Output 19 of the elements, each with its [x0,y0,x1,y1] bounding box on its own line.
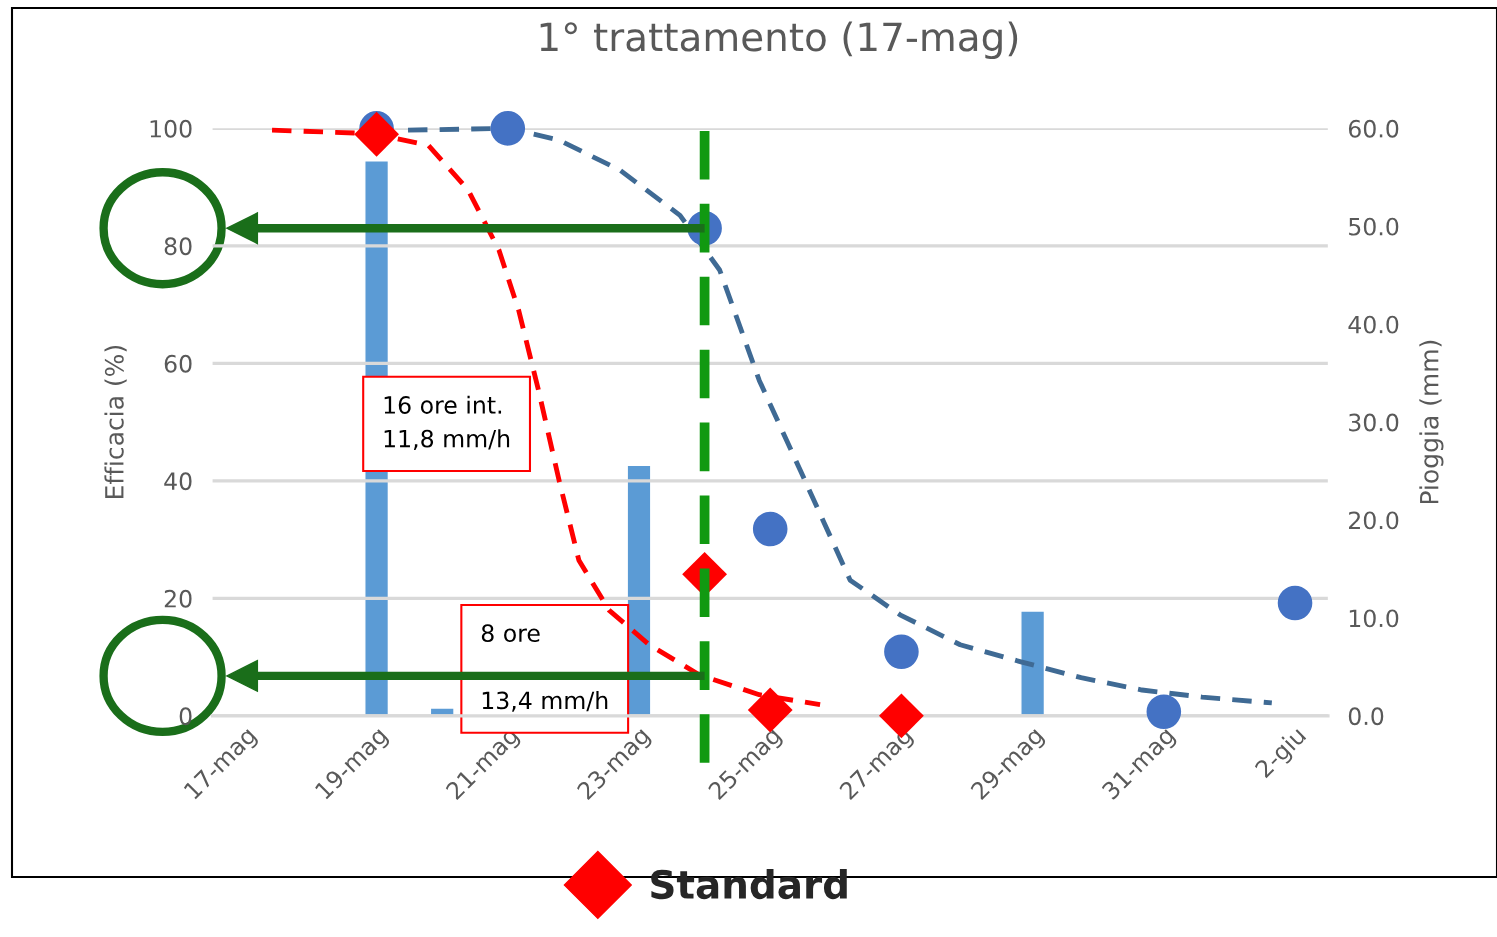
text: 8 ore 13,4 mm/h [481,624,608,712]
y-tick-label: 0 [179,707,192,726]
y2-tick-label: 50.0 [1349,217,1399,236]
y2-tick-label: 60.0 [1348,119,1399,138]
y-tick-label: 80 [164,237,192,256]
annotation: 16 ore int. 11,8 mm/h [384,395,510,450]
y2-axis-title: Pioggia (mm) [1419,340,1444,504]
y-tick-label: 20 [164,589,192,608]
y2-tick-label: 20.0 [1349,511,1399,530]
y-tick-label: 40 [164,472,192,491]
legend-label: Standard [651,869,847,900]
y2-tick-label: 0.0 [1348,707,1384,726]
y2-tick-label: 10.0 [1349,609,1399,628]
y-tick-label: 60 [164,354,192,373]
y-axis-title: Efficacia (%) [104,345,127,498]
chart-title: 1° trattamento (17-mag) [540,21,1018,60]
y2-tick-label: 30.0 [1349,413,1399,432]
y-tick-label: 100 [150,119,192,138]
y2-tick-label: 40.0 [1348,315,1399,334]
